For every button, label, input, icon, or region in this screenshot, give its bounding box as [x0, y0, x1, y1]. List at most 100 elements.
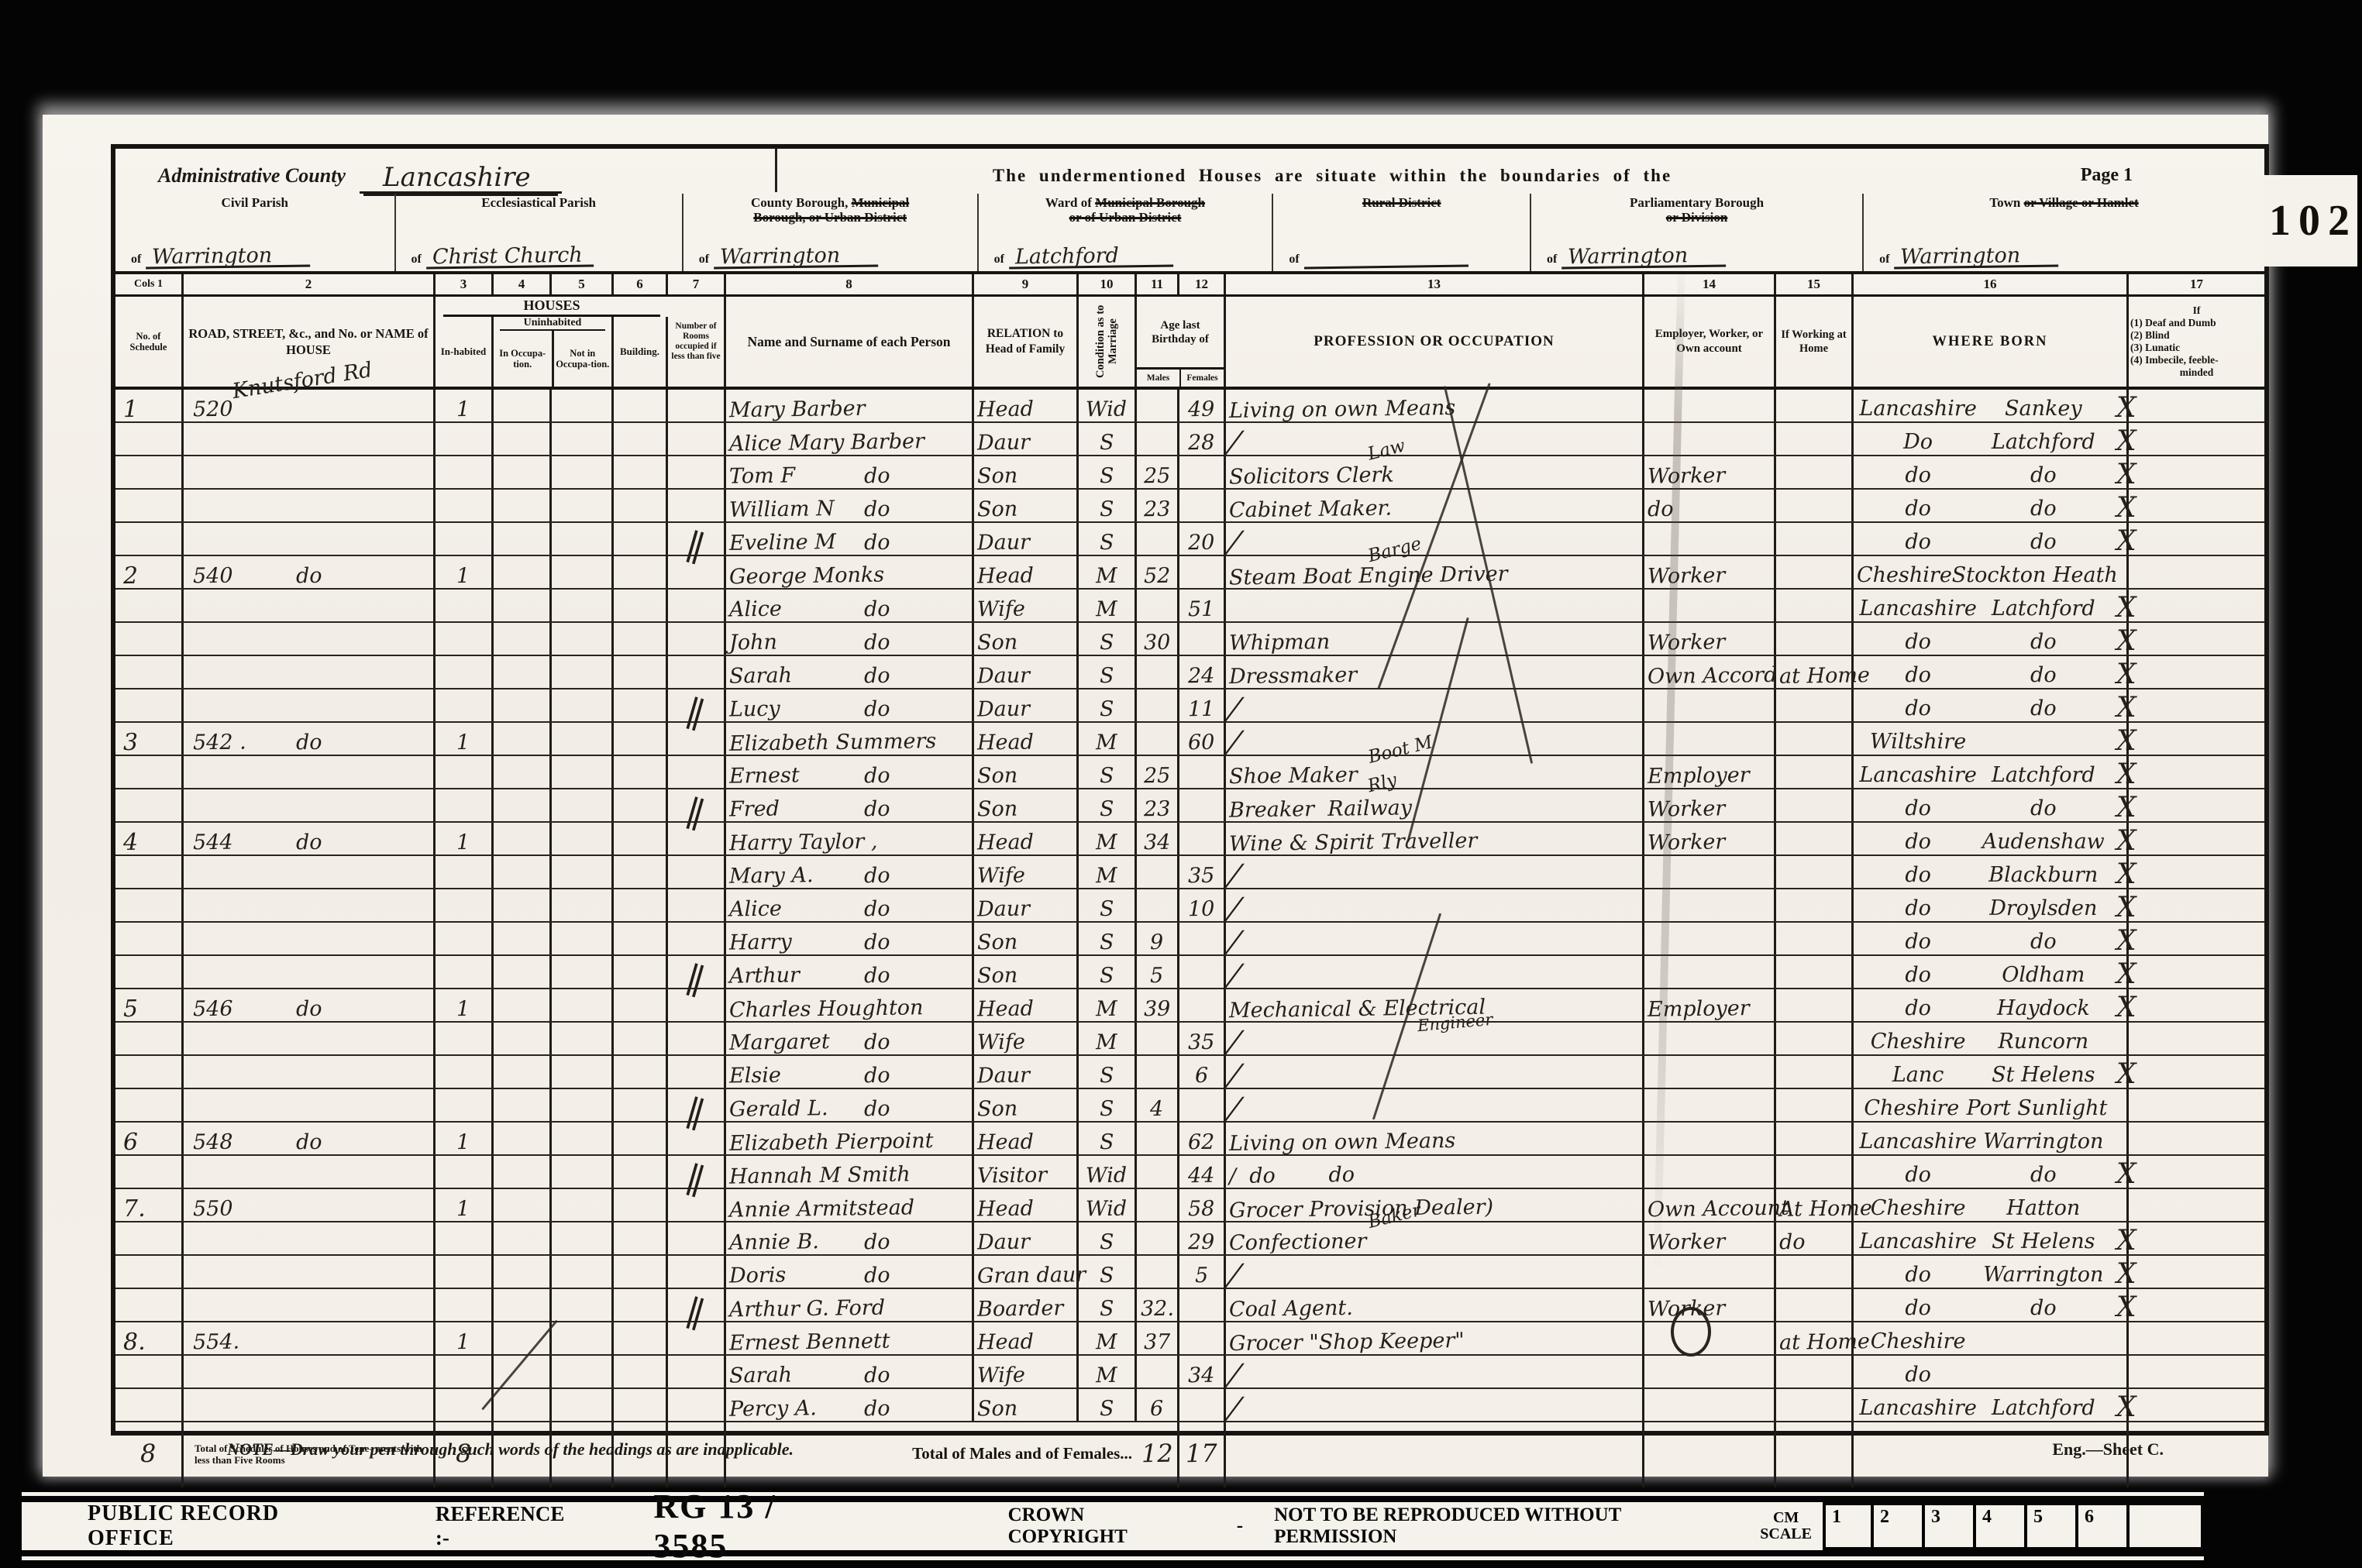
cell-where-born: Lancashire Latchford [1854, 1389, 2129, 1421]
header-in-occupation: In Occupa-tion. [494, 331, 554, 387]
cell-not-in-occupation [552, 1289, 614, 1321]
district-title: Parliamentary Borough or Division [1536, 195, 1858, 225]
cell-where-born: Lancashire St Helens [1854, 1222, 2129, 1254]
cell-schedule: 1 [115, 390, 184, 423]
born-county-wrap: Lancashire [1857, 1130, 1979, 1154]
cell-at-home [1776, 556, 1854, 588]
cell-where-born: Cheshire [1854, 1322, 2129, 1354]
age-male-value: 25 [1143, 463, 1171, 489]
cell-road [184, 490, 436, 521]
employer-value: Worker [1647, 1229, 1726, 1255]
cell-road [184, 423, 436, 455]
occupation-value: / [1224, 1024, 1244, 1060]
occupation-value: / [1224, 724, 1244, 760]
condition-value: S [1099, 930, 1114, 955]
cell-in-occupation [494, 923, 552, 954]
inhabited-mark: 1 [456, 996, 470, 1022]
cell-relation: Wife [974, 1356, 1079, 1387]
cell-inhabited [436, 1356, 494, 1387]
district-title-line: Ward of Municipal Borough [983, 195, 1268, 210]
born-county-wrap: Lancashire [1857, 397, 1979, 421]
born-county-wrap: Lancashire [1857, 763, 1979, 787]
born-place: Haydock [1996, 996, 2090, 1020]
house-number: 540 [192, 563, 233, 589]
cell-building [614, 590, 668, 621]
age-female-value: 29 [1188, 1229, 1215, 1255]
occupation-value: Confectioner [1228, 1229, 1367, 1256]
cell-relation: Son [974, 490, 1079, 521]
occupation-value: / [1224, 425, 1244, 460]
born-place-wrap: Hatton [1979, 1196, 2123, 1220]
totals-empty-cell [1776, 1422, 1854, 1487]
cell-age-male [1137, 1222, 1179, 1254]
cell-inhabited [436, 1156, 494, 1188]
infirmity-cross-mark: X [2116, 992, 2136, 1023]
infirmity-cross-mark: X [2116, 758, 2136, 790]
relation-value: Daur [976, 430, 1031, 456]
born-county: do [1905, 1296, 1931, 1320]
cell-in-occupation [494, 1256, 552, 1288]
cell-in-occupation [494, 1123, 552, 1154]
relation-value: Son [976, 963, 1018, 989]
cell-age-male [1137, 1356, 1179, 1387]
total-males-number: 12 [1141, 1438, 1173, 1469]
header-name: Name and Surname of each Person [726, 297, 974, 387]
district-title-line: Town or Village or Hamlet [1868, 195, 2260, 210]
born-place: Stockton Heath [1951, 563, 2118, 587]
district-title: Civil Parish [120, 195, 390, 210]
header-infirmity-line: (2) Blind [2130, 329, 2170, 341]
cell-at-home [1776, 390, 1854, 421]
cell-road [184, 889, 436, 921]
born-place: do [2030, 696, 2057, 720]
cell-not-in-occupation [552, 390, 614, 421]
totals-empty-cell [1644, 1422, 1776, 1487]
census-row: ∥ Hannah M Smith Visitor Wid 44 / do do do do X [115, 1156, 2264, 1203]
cell-age-male [1137, 390, 1179, 421]
person-name: Mary A. [728, 863, 814, 889]
employer-value: do [1647, 497, 1674, 522]
cell-not-in-occupation [552, 590, 614, 621]
cell-name: George Monks [726, 556, 974, 589]
cell-inhabited: 1 [436, 1189, 494, 1221]
schedule-number: 2 [122, 562, 139, 590]
cell-condition: S [1079, 1389, 1137, 1421]
cell-age-male [1137, 723, 1179, 755]
cell-rooms [668, 423, 726, 455]
census-row: 5 546 do 1 Charles Houghton Head M 39 Mechanical… [115, 989, 2264, 1035]
district-title-line: or of Urban District [983, 210, 1268, 225]
person-name: Elizabeth Summers [728, 729, 937, 756]
cell-inhabited [436, 1056, 494, 1088]
district-title-text: or Village or Hamlet [2023, 195, 2139, 210]
cell-relation: Wife [974, 590, 1079, 621]
district-title-text: Civil Parish [221, 195, 288, 210]
header-not-in-occupation: Not in Occupa-tion. [556, 348, 610, 370]
census-rows: Knutsford Rd 1 520 1 Mary Barber Head Wid 49 Li… [115, 358, 2264, 1425]
col-number: 8 [726, 274, 974, 294]
census-row: Tom F do Son S 25 Solicitors Clerk Law Worker do… [115, 436, 2264, 490]
born-county-wrap: do [1857, 1263, 1979, 1287]
header-infirmity-line: minded [2179, 366, 2214, 378]
relation-value: Son [976, 630, 1018, 655]
cell-age-female: 6 [1179, 1056, 1226, 1088]
relation-value: Daur [976, 896, 1031, 922]
film-page-number-tab: 102 [2263, 175, 2357, 266]
at-home-value: do [1778, 1229, 1806, 1255]
cell-not-in-occupation [552, 923, 614, 954]
cell-schedule [115, 889, 184, 921]
district-value: Christ Church [425, 243, 594, 270]
cell-in-occupation [494, 590, 552, 621]
header-infirmity-line: (4) Imbecile, feeble- [2130, 354, 2219, 366]
born-place: do [2030, 1296, 2057, 1320]
cell-condition: S [1079, 889, 1137, 921]
cell-occupation: Mechanical & Electrical Engineer [1226, 989, 1644, 1035]
header-schedule: No. of Schedule [115, 297, 184, 387]
condition-value: S [1099, 497, 1114, 522]
house-number: 554. [192, 1329, 240, 1355]
cell-infirmity: X [2116, 590, 2264, 622]
of-label: of [698, 253, 710, 266]
header-relation: RELATION to Head of Family [974, 297, 1079, 387]
cell-age-male: 5 [1137, 956, 1179, 988]
employer-value: Employer [1647, 763, 1750, 789]
condition-value: S [1099, 1096, 1114, 1122]
person-name: Harry Taylor , [728, 829, 878, 856]
